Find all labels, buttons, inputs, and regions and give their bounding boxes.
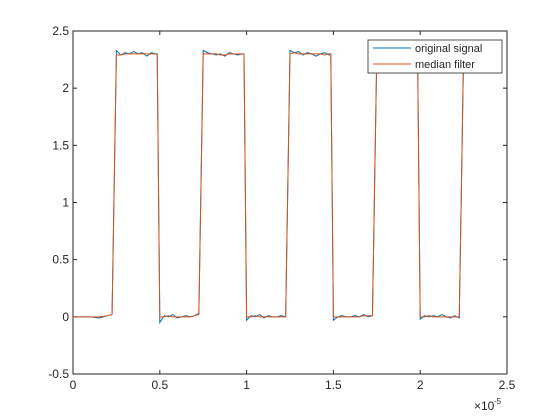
y-tick-label: 2 <box>62 81 69 95</box>
x-tick-label: 0 <box>70 378 77 392</box>
x-tick-label: 1.5 <box>325 378 342 392</box>
legend-box <box>367 39 503 74</box>
y-axis-ticks: -0.5 0 0.5 1 1.5 2 2.5 <box>48 24 507 381</box>
x-axis-ticks: 0 0.5 1 1.5 2 2.5 <box>70 31 516 392</box>
y-tick-label: 0.5 <box>52 253 69 267</box>
y-tick-label: -0.5 <box>48 367 69 381</box>
x-tick-label: 0.5 <box>151 378 168 392</box>
x-tick-label: 2 <box>417 378 424 392</box>
y-tick-label: 1 <box>62 196 69 210</box>
x-tick-label: 1 <box>243 378 250 392</box>
axes: 0 0.5 1 1.5 2 2.5 -0.500.511.522.5 ×10 -5 <box>48 24 515 413</box>
x-tick-label: 2.5 <box>499 378 516 392</box>
y-tick-label: 0 <box>62 310 69 324</box>
legend-label-original-signal: original signal <box>415 43 482 55</box>
x-exponent-label: ×10 -5 <box>474 397 502 413</box>
legend[interactable]: original signal median filter <box>367 39 503 74</box>
legend-label-median-filter: median filter <box>415 59 475 71</box>
x-exponent-power: -5 <box>494 397 502 406</box>
x-exponent-base: ×10 <box>474 399 495 413</box>
y-tick-label: 1.5 <box>52 138 69 152</box>
y-tick-label: 2.5 <box>52 24 69 38</box>
